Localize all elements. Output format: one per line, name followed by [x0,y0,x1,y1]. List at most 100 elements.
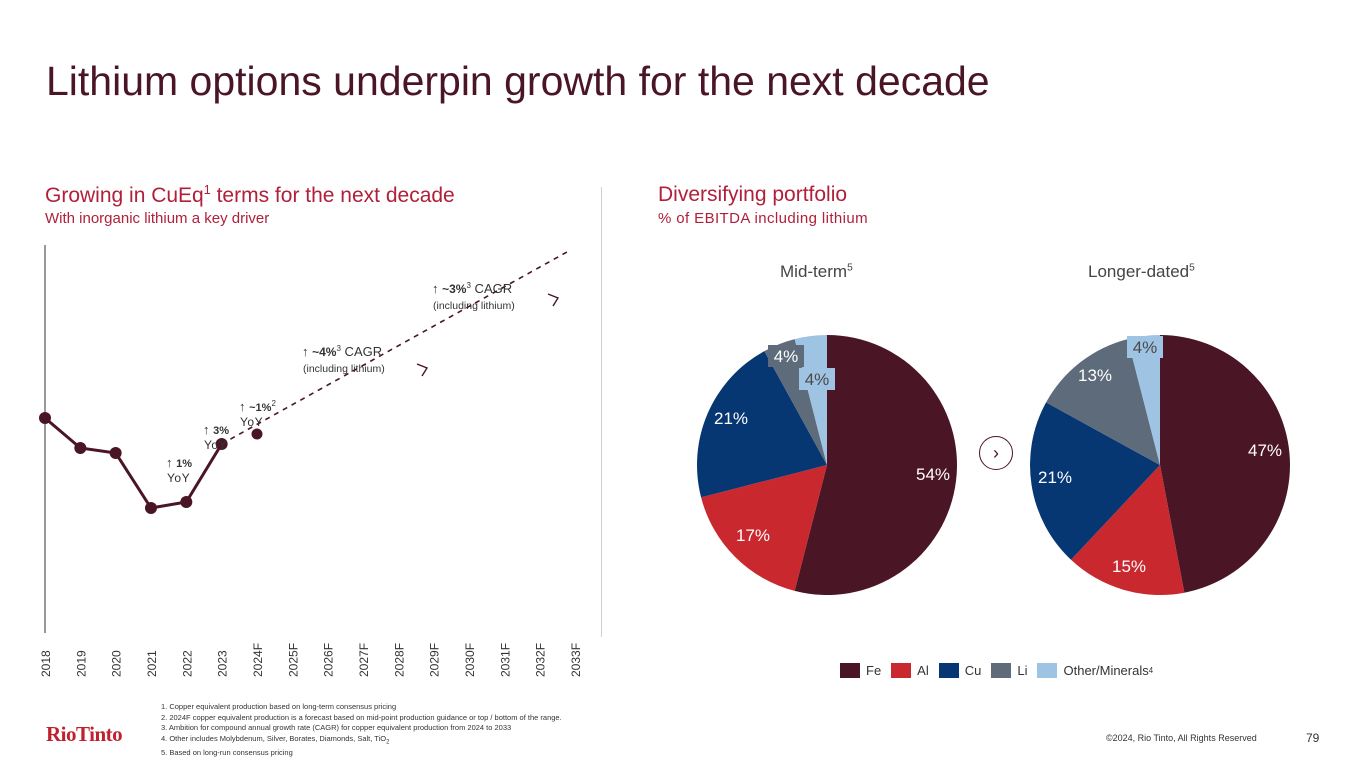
annotation-cagr-3pct-value: ↑ ~3%3 CAGR [432,281,512,296]
x-tick-label: 2019 [74,650,88,677]
pie-midterm-slice-li [764,339,827,465]
x-tick-label: 2022 [180,650,194,677]
forecast-point [251,428,263,440]
legend-label: Li [1017,663,1028,678]
projection-arrowhead [547,293,560,307]
annotation-3pct-unit: YoY [204,438,227,452]
pie-longer-slice-al [1071,465,1185,595]
actual-point [74,442,87,454]
actual-point [180,496,193,508]
legend-label: Cu [964,663,982,678]
footnote-1: 1. Copper equivalent production based on… [161,702,397,711]
x-tick-label: 2018 [39,650,53,677]
pie-midterm-value-label: 21% [714,409,748,428]
annotation-3pct-value: ↑ 3% [203,422,229,437]
legend-label: Fe [866,663,882,678]
pie-midterm-label-bg [799,368,835,390]
x-tick-label: 2026F [322,643,336,677]
x-tick-label: 2030F [463,643,477,677]
legend-item-al: Al [891,663,929,678]
left-heading-pre: Growing in CuEq [45,184,204,207]
page-title: Lithium options underpin growth for the … [46,58,990,104]
pie-longer-slice-fe [1160,335,1290,593]
x-tick-label: 2031F [498,643,512,677]
footnote-3: 3. Ambition for compound annual growth r… [161,723,512,732]
x-tick-label: 2025F [286,643,300,677]
pie-longer-value-label: 4% [1133,338,1158,357]
actual-point [144,502,157,514]
pie-midterm-value-label: 4% [774,347,799,366]
annotation-cagr-3pct-note: (including lithium) [433,300,515,312]
actual-point [215,438,228,450]
legend-swatch [891,663,912,678]
footnote-4-sub: 2 [386,739,390,745]
footnotes: 1. Copper equivalent production based on… [161,702,562,758]
pie-title-longer-text: Longer-dated [1088,262,1190,281]
annotation-1pct-value: ↑ 1% [166,455,192,470]
legend-label: Al [917,663,929,678]
projection-arrowhead [416,363,429,377]
rio-tinto-logo: RioTinto [46,722,123,746]
pie-midterm-slice-al [701,465,827,591]
x-tick-label: 2024F [251,643,265,677]
x-tick-label: 2032F [534,643,548,677]
pie-title-midterm-sup: 5 [847,262,853,274]
pie-midterm-label-bg [768,345,804,367]
pie-title-longer-sup: 5 [1189,262,1195,274]
left-heading-post: terms for the next decade [210,184,455,207]
pie-longer-value-label: 15% [1112,557,1146,576]
right-panel-subheading: % of EBITDA including lithium [658,210,869,227]
legend-item-li: Li [991,663,1027,678]
legend-item-cu: Cu [938,663,982,678]
legend-label: Other/Minerals [1063,663,1149,678]
legend-swatch [1037,663,1058,678]
left-heading-sup: 1 [203,183,211,197]
legend-swatch [938,663,959,678]
pie-midterm-value-label: 4% [805,370,830,389]
legend-swatch [991,663,1012,678]
x-tick-label: 2020 [110,650,124,677]
legend-label-sup: 4 [1148,666,1154,675]
pie-longer-value-label: 21% [1038,468,1072,487]
pie-midterm-value-label: 17% [736,526,770,545]
page-number: 79 [1306,731,1320,745]
pie-longer-slice-li [1046,339,1160,465]
panel-divider [601,187,602,637]
pie-title-longer: Longer-dated5 [1088,262,1195,282]
x-tick-label: 2023 [216,650,230,677]
footnote-4-text: 4. Other includes Molybdenum, Silver, Bo… [161,733,387,743]
right-panel-heading: Diversifying portfolio [658,183,848,206]
pie-longer-label-bg [1127,336,1163,358]
next-arrow-button[interactable]: › [979,436,1013,470]
legend-item-otherminerals: Other/Minerals 4 [1037,663,1153,678]
pie-title-midterm: Mid-term5 [780,262,853,282]
pie-longer-slice-cu [1030,402,1160,560]
left-panel-subheading: With inorganic lithium a key driver [45,210,270,227]
x-tick-label: 2021 [145,650,159,677]
annotation-1pct-2024-unit: YoY [240,415,263,429]
pie-midterm-slice-cu [696,351,827,498]
pie-legend: Fe Al Cu Li Other/Minerals 4 [840,663,1163,678]
legend-item-fe: Fe [840,663,881,678]
legend-swatch [840,663,860,678]
pie-longer-slice-otherminerals [1127,335,1160,465]
pie-midterm-value-label: 54% [916,465,950,484]
x-tick-label: 2027F [357,643,371,677]
annotation-1pct-2024-value: ↑ ~1%2 [239,399,276,414]
annotation-1pct-unit: YoY [167,471,190,485]
x-tick-label: 2033F [569,643,583,677]
actual-point [109,447,122,459]
pie-midterm-slice-otherminerals [794,335,827,465]
actual-point [39,412,51,424]
x-tick-label: 2029F [428,643,442,677]
footnote-4: 4. Other includes Molybdenum, Silver, Bo… [161,734,562,748]
pie-midterm-slice-fe [794,335,957,595]
chevron-right-icon: › [993,442,999,463]
left-panel-heading: Growing in CuEq1 terms for the next deca… [45,183,455,208]
annotation-cagr-4pct-value: ↑ ~4%3 CAGR [302,344,382,359]
footnote-2: 2. 2024F copper equivalent production is… [161,712,562,722]
annotation-cagr-4pct-note: (including lithium) [303,363,385,375]
pie-longer-value-label: 13% [1078,366,1112,385]
